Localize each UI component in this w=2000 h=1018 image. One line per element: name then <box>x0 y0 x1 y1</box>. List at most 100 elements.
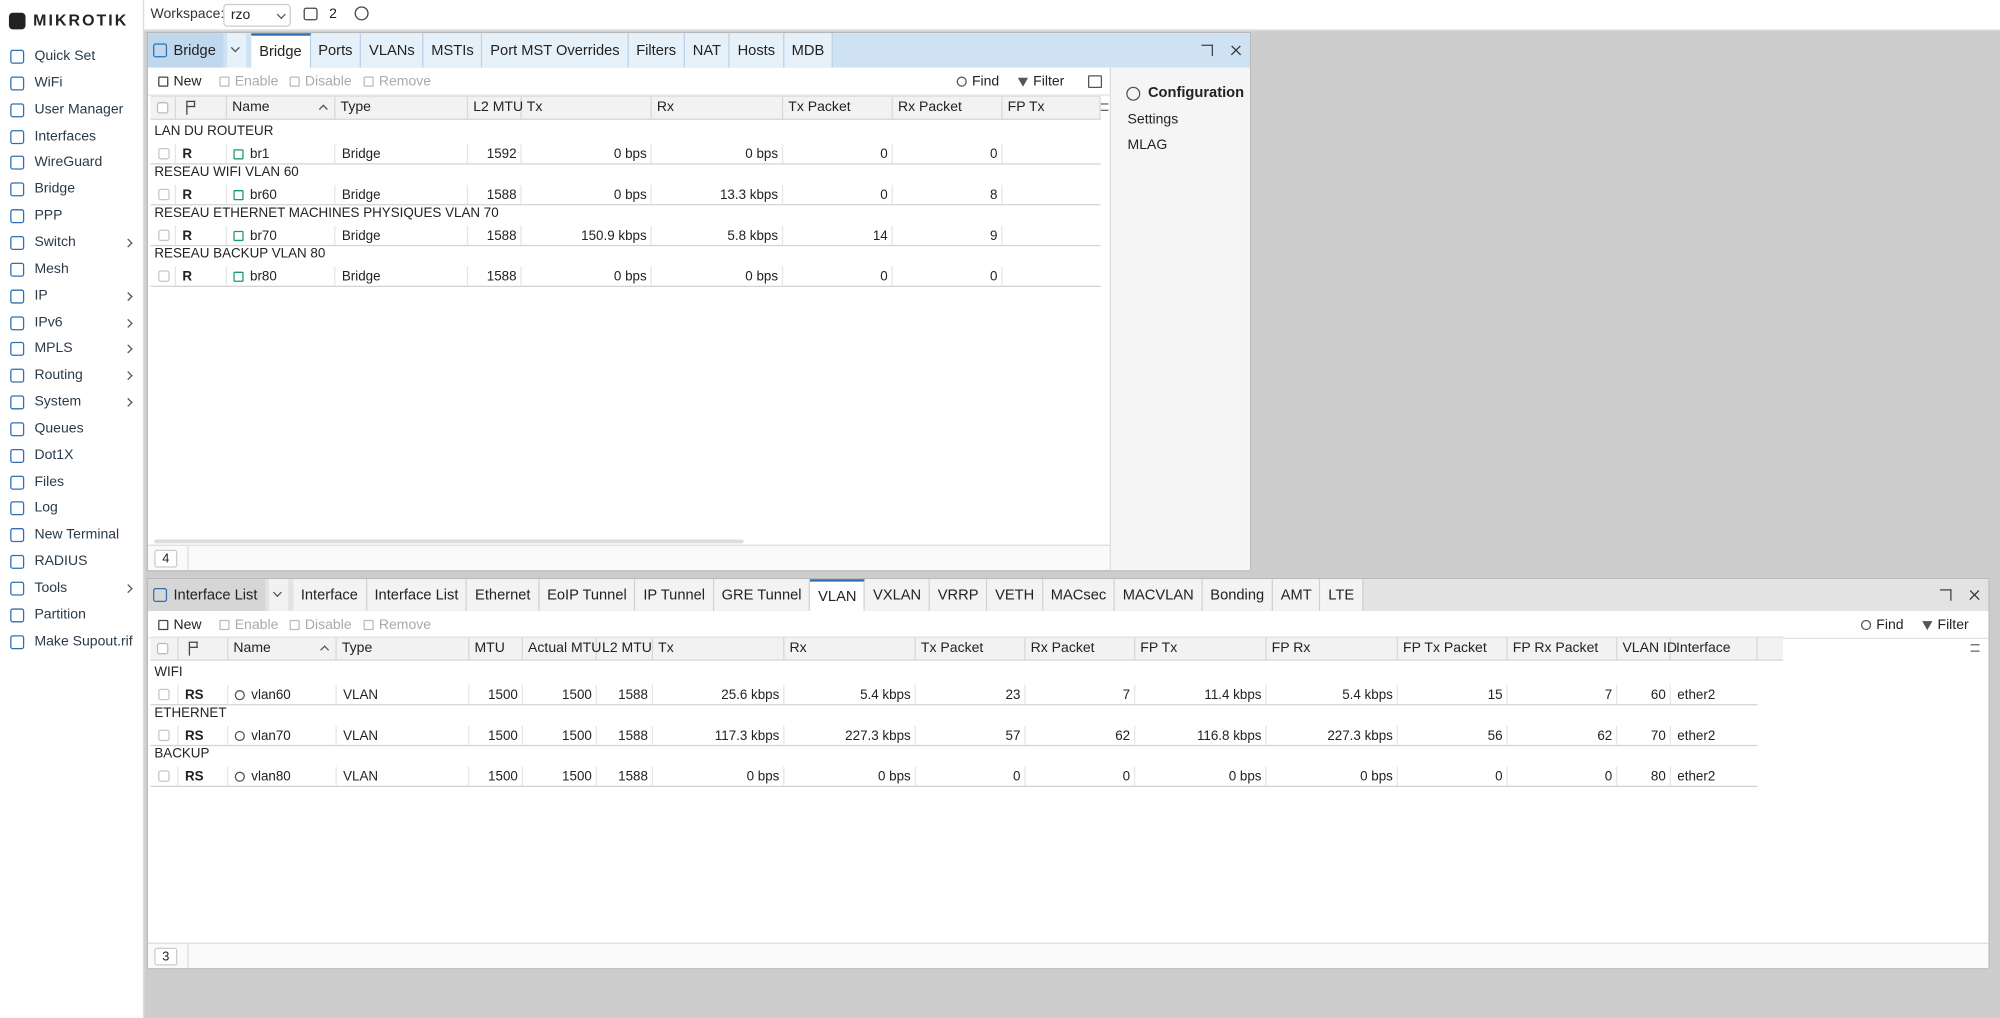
toolbar-button[interactable]: Remove <box>363 71 431 91</box>
toolbar-button[interactable]: Enable <box>219 71 278 91</box>
column-header[interactable]: L2 MTU <box>473 99 523 117</box>
toolbar-button[interactable]: Disable <box>289 615 352 635</box>
column-header[interactable]: FP Tx Packet <box>1403 640 1505 658</box>
column-header[interactable]: Rx <box>790 640 914 658</box>
tab[interactable]: AMT <box>1273 579 1321 611</box>
row-checkbox[interactable] <box>158 188 170 201</box>
tab[interactable]: Bridge <box>251 33 311 68</box>
tab[interactable]: VRRP <box>930 579 988 611</box>
column-header[interactable]: Tx <box>658 640 782 658</box>
title-dropdown[interactable] <box>268 579 289 611</box>
tab[interactable]: Port MST Overrides <box>482 33 629 68</box>
menu-item[interactable]: PPP <box>0 204 143 230</box>
column-header[interactable]: VLAN ID <box>1622 640 1677 658</box>
menu-item[interactable]: Routing <box>0 364 143 390</box>
row-checkbox[interactable] <box>158 270 170 282</box>
tab[interactable]: Ports <box>310 33 362 68</box>
select-all-checkbox[interactable] <box>156 102 169 114</box>
tab[interactable]: Bonding <box>1202 579 1274 611</box>
column-header[interactable]: L2 MTU <box>602 640 652 658</box>
column-header[interactable]: MTU <box>474 640 520 658</box>
column-header[interactable]: FP Tx <box>1008 99 1099 117</box>
find-button[interactable]: Find <box>956 71 999 91</box>
filter-button[interactable]: Filter <box>1922 615 1969 635</box>
tab[interactable]: Filters <box>628 33 686 68</box>
menu-item[interactable]: Log <box>0 497 143 523</box>
column-header[interactable]: Rx Packet <box>1031 640 1133 658</box>
tab[interactable]: LTE <box>1320 579 1364 611</box>
tab[interactable]: VLANs <box>361 33 424 68</box>
menu-item[interactable]: Make Supout.rif <box>0 630 143 656</box>
toolbar-button[interactable]: New <box>158 71 202 91</box>
menu-item[interactable]: Queues <box>0 417 143 443</box>
title-dropdown[interactable] <box>227 33 247 68</box>
toolbar-button[interactable]: Enable <box>219 615 278 635</box>
menu-item[interactable]: Tools <box>0 577 143 603</box>
column-header[interactable]: Tx Packet <box>788 99 890 117</box>
column-header[interactable]: FP Tx <box>1140 640 1264 658</box>
menu-item[interactable]: System <box>0 390 143 416</box>
menu-item[interactable]: WiFi <box>0 71 143 97</box>
tab[interactable]: Interface <box>293 579 367 611</box>
menu-item[interactable]: MPLS <box>0 337 143 363</box>
close-button[interactable] <box>1968 587 1981 602</box>
tab[interactable]: GRE Tunnel <box>713 579 811 611</box>
side-panel-item[interactable]: Settings <box>1127 112 1179 128</box>
tab[interactable]: MDB <box>784 33 834 68</box>
columns-menu[interactable] <box>1100 103 1109 111</box>
tab[interactable]: Ethernet <box>467 579 540 611</box>
row-checkbox[interactable] <box>158 770 170 782</box>
column-header[interactable]: Tx Packet <box>921 640 1023 658</box>
side-panel-item[interactable]: MLAG <box>1127 137 1168 153</box>
menu-item[interactable]: Partition <box>0 603 143 629</box>
column-header[interactable]: Name <box>232 99 333 117</box>
table-row[interactable]: RS vlan80 VLAN 1500 1500 1588 0 bps 0 bps 0 0 0 bp… <box>150 766 1758 787</box>
column-header[interactable]: Rx <box>657 99 781 117</box>
column-header[interactable]: Rx Packet <box>898 99 1000 117</box>
column-header[interactable]: Actual MTU <box>528 640 601 658</box>
menu-item[interactable]: Files <box>0 470 143 496</box>
column-header[interactable]: Interface <box>1676 640 1755 658</box>
menu-item[interactable]: WireGuard <box>0 151 143 177</box>
column-header[interactable]: Type <box>342 640 467 658</box>
columns-menu[interactable] <box>1970 644 1980 652</box>
tab[interactable]: Interface List <box>366 579 468 611</box>
tab[interactable]: VXLAN <box>865 579 931 611</box>
filter-button[interactable]: Filter <box>1017 71 1064 91</box>
tab[interactable]: MACVLAN <box>1115 579 1203 611</box>
column-header[interactable]: FP Rx <box>1272 640 1396 658</box>
table-row[interactable]: RS vlan70 VLAN 1500 1500 1588 117.3 kbps 227.3 … <box>150 725 1758 747</box>
row-checkbox[interactable] <box>158 729 170 742</box>
search-button[interactable] <box>354 6 373 24</box>
menu-item[interactable]: New Terminal <box>0 523 143 549</box>
tab[interactable]: VETH <box>987 579 1044 611</box>
toolbar-button[interactable]: Remove <box>363 615 431 635</box>
menu-item[interactable]: IPv6 <box>0 311 143 337</box>
tab[interactable]: EoIP Tunnel <box>539 579 636 611</box>
column-header[interactable]: Type <box>341 99 466 117</box>
toolbar-button[interactable]: New <box>158 615 202 635</box>
tab[interactable]: IP Tunnel <box>635 579 714 611</box>
row-checkbox[interactable] <box>158 229 170 242</box>
menu-item[interactable]: Mesh <box>0 257 143 283</box>
panel-toggle[interactable] <box>1088 75 1103 89</box>
menu-item[interactable]: Bridge <box>0 178 143 204</box>
workspace-select[interactable]: rzo <box>223 3 291 27</box>
maximize-button[interactable] <box>1940 588 1952 601</box>
row-checkbox[interactable] <box>158 688 170 701</box>
tab[interactable]: MACsec <box>1043 579 1116 611</box>
toolbar-button[interactable]: Disable <box>289 71 352 91</box>
menu-item[interactable]: User Manager <box>0 98 143 124</box>
tab[interactable]: Hosts <box>729 33 785 68</box>
menu-item[interactable]: Switch <box>0 231 143 257</box>
column-header[interactable]: FP Rx Packet <box>1513 640 1615 658</box>
tab[interactable]: NAT <box>685 33 730 68</box>
row-checkbox[interactable] <box>158 147 170 160</box>
tab[interactable]: MSTIs <box>423 33 483 68</box>
column-header[interactable]: Name <box>233 640 334 658</box>
tab[interactable]: VLAN <box>810 579 866 611</box>
menu-item[interactable]: Quick Set <box>0 45 143 71</box>
find-button[interactable]: Find <box>1860 615 1904 635</box>
